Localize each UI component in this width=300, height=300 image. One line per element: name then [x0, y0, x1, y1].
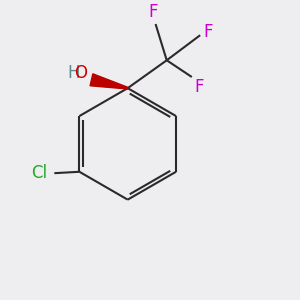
- Text: H: H: [68, 64, 80, 82]
- Text: F: F: [148, 3, 158, 21]
- Text: Cl: Cl: [31, 164, 47, 182]
- Text: O: O: [74, 64, 87, 82]
- Text: F: F: [195, 78, 204, 96]
- Polygon shape: [90, 74, 128, 89]
- Text: F: F: [203, 23, 212, 41]
